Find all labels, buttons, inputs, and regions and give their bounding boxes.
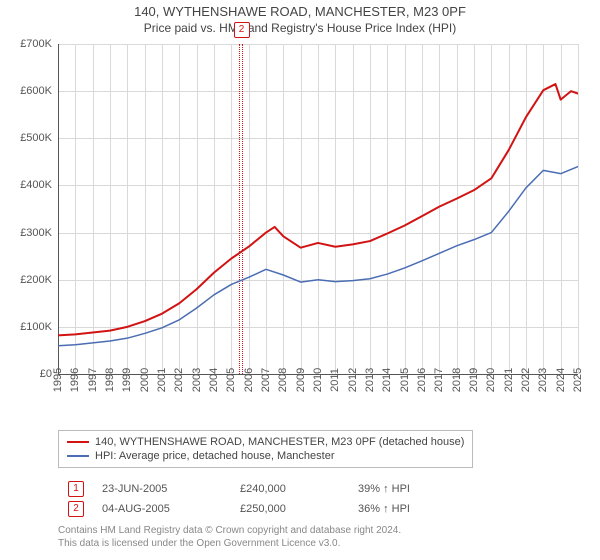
sales-table: 1 23-JUN-2005£240,00039% ↑ HPI 2 04-AUG-200…	[58, 478, 420, 520]
license-text: Contains HM Land Registry data © Crown c…	[58, 524, 401, 550]
chart-plot-area: £0£100K£200K£300K£400K£500K£600K£700K199…	[58, 44, 578, 374]
y-tick-label: £600K	[20, 85, 52, 97]
x-axis	[58, 374, 578, 375]
legend-item: HPI: Average price, detached house, Manc…	[67, 449, 464, 463]
legend-label: HPI: Average price, detached house, Manc…	[95, 450, 335, 462]
event-marker-label: 2	[234, 22, 250, 38]
chart-legend: 140, WYTHENSHAWE ROAD, MANCHESTER, M23 0…	[58, 430, 473, 468]
license-line-1: Contains HM Land Registry data © Crown c…	[58, 524, 401, 537]
y-tick-label: £500K	[20, 132, 52, 144]
sale-date: 23-JUN-2005	[94, 480, 230, 498]
legend-swatch	[67, 441, 89, 443]
y-tick-label: £700K	[20, 38, 52, 50]
sale-date: 04-AUG-2005	[94, 500, 230, 518]
y-tick-label: £0	[40, 368, 52, 380]
table-row: 2 04-AUG-2005£250,00036% ↑ HPI	[60, 500, 418, 518]
y-tick-label: £400K	[20, 179, 52, 191]
chart-lines	[58, 44, 578, 374]
y-tick-label: £100K	[20, 321, 52, 333]
sale-marker-icon: 2	[68, 501, 84, 517]
series-line	[58, 167, 578, 346]
sale-marker-icon: 1	[68, 481, 84, 497]
sale-delta: 39% ↑ HPI	[350, 480, 418, 498]
series-line	[58, 84, 578, 335]
legend-item: 140, WYTHENSHAWE ROAD, MANCHESTER, M23 0…	[67, 435, 464, 449]
legend-swatch	[67, 455, 89, 457]
sale-price: £250,000	[232, 500, 348, 518]
license-line-2: This data is licensed under the Open Gov…	[58, 537, 401, 550]
sales-rows: 1 23-JUN-2005£240,00039% ↑ HPI 2 04-AUG-200…	[58, 478, 420, 520]
chart-subtitle: Price paid vs. HM Land Registry's House …	[0, 21, 600, 35]
gridline-x	[578, 44, 579, 374]
y-tick-label: £200K	[20, 274, 52, 286]
table-row: 1 23-JUN-2005£240,00039% ↑ HPI	[60, 480, 418, 498]
y-tick-label: £300K	[20, 227, 52, 239]
sale-delta: 36% ↑ HPI	[350, 500, 418, 518]
chart-title: 140, WYTHENSHAWE ROAD, MANCHESTER, M23 0…	[0, 4, 600, 19]
legend-label: 140, WYTHENSHAWE ROAD, MANCHESTER, M23 0…	[95, 436, 464, 448]
sale-price: £240,000	[232, 480, 348, 498]
